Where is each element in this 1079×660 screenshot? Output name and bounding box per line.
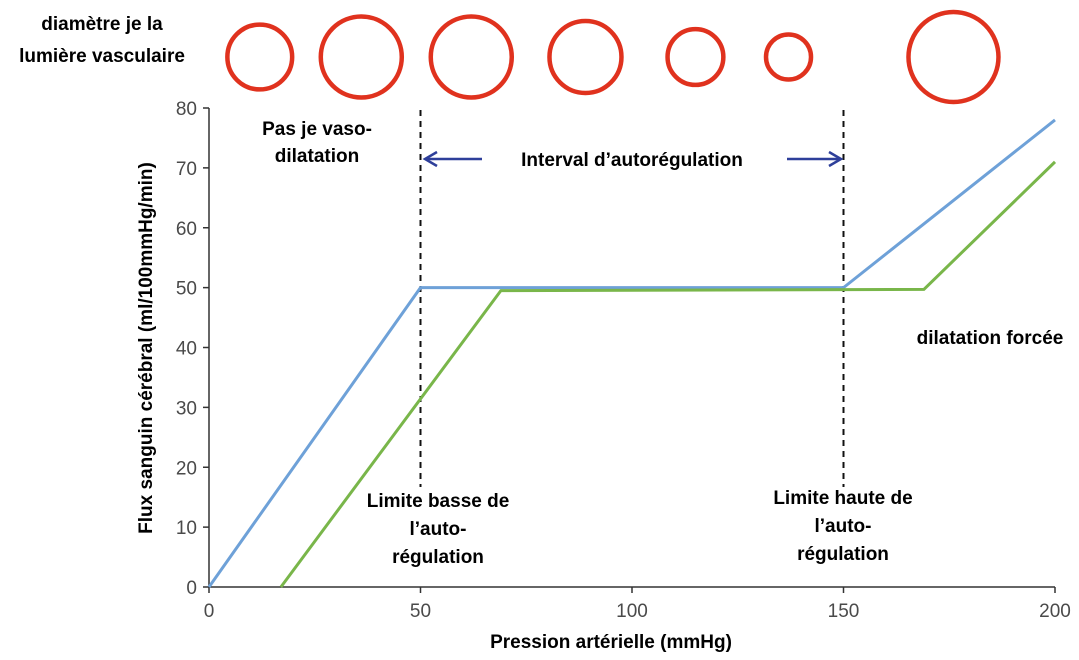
vessel-circle [547, 18, 624, 96]
series-line-2 [279, 160, 1057, 588]
series-lines [207, 118, 1057, 588]
x-tick-label: 100 [616, 601, 648, 622]
y-axis-label: Flux sanguin cérébral (ml/100mmHg/min) [136, 162, 157, 534]
y-tick-label: 50 [176, 279, 197, 300]
y-tick-label: 0 [186, 578, 197, 599]
x-axis-label: Pression artérielle (mmHg) [490, 632, 732, 653]
y-tick-label: 30 [176, 398, 197, 419]
lower-limit-line2: l’auto- [410, 519, 467, 540]
no-vasodilation-line1: Pas je vaso- [262, 119, 372, 140]
upper-limit-line2: l’auto- [815, 516, 872, 537]
diameter-label-line2: lumière vasculaire [19, 46, 185, 67]
diameter-label-line1: diamètre je la [41, 14, 163, 35]
no-vasodilation-line2: dilatation [275, 146, 359, 167]
series-line-1 [207, 118, 1056, 588]
y-tick-label: 80 [176, 99, 197, 120]
y-tick-label: 60 [176, 219, 197, 240]
lower-limit-line3: régulation [392, 547, 484, 568]
upper-limit-line1: Limite haute de [773, 488, 912, 509]
vessel-circle [318, 14, 405, 100]
vessel-circle [225, 22, 295, 92]
vertical-markers [419, 110, 845, 487]
vessel-circles [225, 9, 1001, 105]
x-tick-label: 0 [204, 601, 215, 622]
vessel-circle [763, 32, 814, 82]
x-tick-label: 50 [410, 601, 431, 622]
interval-arrows [422, 150, 844, 168]
vessel-circle [665, 26, 726, 88]
y-tick-label: 20 [176, 458, 197, 479]
x-tick-label: 200 [1039, 601, 1071, 622]
upper-limit-line3: régulation [797, 544, 889, 565]
y-tick-label: 70 [176, 159, 197, 180]
vessel-circle [428, 14, 515, 100]
y-tick-label: 10 [176, 518, 197, 539]
forced-dilation-label: dilatation forcée [917, 328, 1064, 349]
lower-limit-line1: Limite basse de [367, 491, 510, 512]
right-arrow-head [828, 150, 844, 168]
interval-label: Interval d’autorégulation [521, 150, 743, 171]
y-tick-label: 40 [176, 339, 197, 360]
left-arrow-head [422, 150, 438, 168]
ticks: 0 50 100 150 200 0 10 20 30 40 50 60 70 80 [176, 99, 1071, 622]
x-tick-label: 150 [828, 601, 860, 622]
vessel-circle [906, 9, 1001, 105]
